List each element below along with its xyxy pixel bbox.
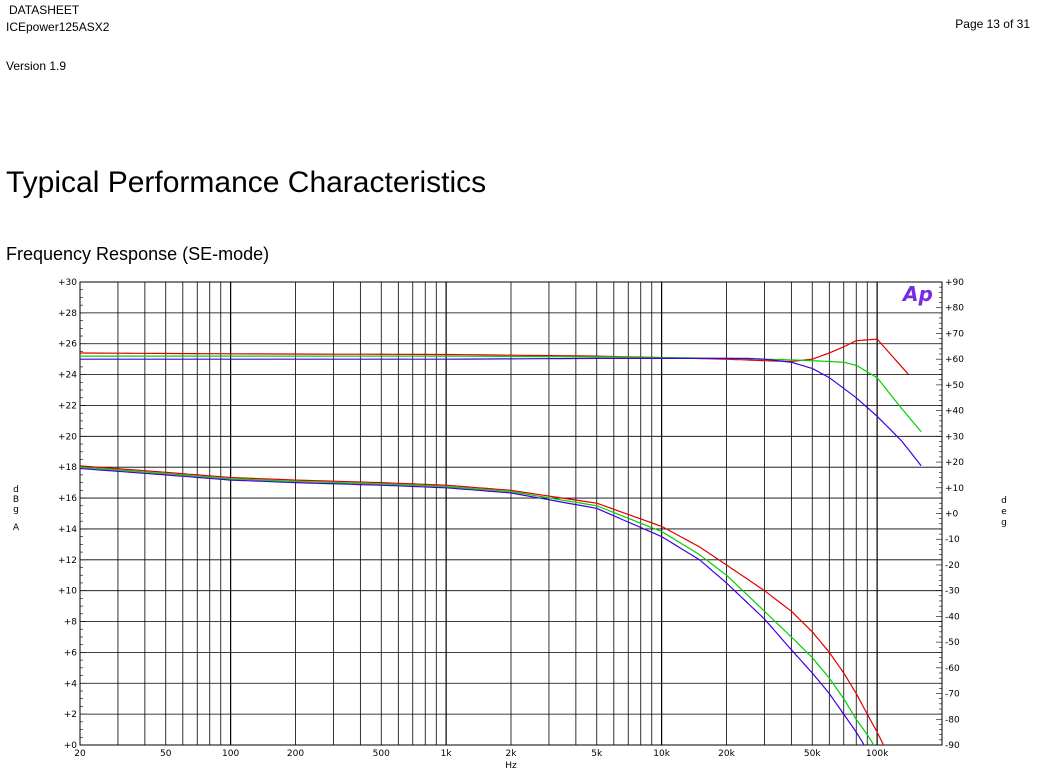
x-tick-label: 100 [222,749,239,759]
series-line-6 [80,467,865,745]
y-axis-label-right: deg [1001,496,1007,528]
section-title: Typical Performance Characteristics [6,166,487,199]
y-left-tick-label: +18 [58,463,77,473]
y-left-tick-label: +12 [58,556,77,566]
y-right-tick-label: +0 [945,510,959,520]
y-right-tick-label: -60 [945,664,960,674]
y-right-tick-labels: +90 +80 +70 +60 +50 +40 +30 +20 +10 +0 -10 -20 -30 -4… [945,278,964,751]
y-axis-label-right-char: e [1001,507,1007,517]
y-left-tick-labels: +0 +2 +4 +6 +8 +10 +12 +14 +16 +18 +20 +22 +24 +26 +28… [58,278,77,751]
x-tick-label: 200 [287,749,304,759]
y-right-tick-label: +80 [945,304,964,314]
y-right-tick-label: -40 [945,612,960,622]
y-right-tick-label: +70 [945,329,964,339]
y-axis-label-right-char: g [1001,518,1007,528]
x-tick-label: 50k [804,749,821,759]
y-left-tick-label: +4 [64,679,78,689]
page-number: Page 13 of 31 [955,17,1030,31]
x-axis-label: Hz [505,761,517,768]
y-axis-label-left-char: A [13,523,20,533]
y-left-tick-label: +28 [58,309,77,319]
series-line-5 [80,466,875,745]
y-right-tick-label: +10 [945,484,964,494]
y-right-tick-label: -90 [945,741,960,751]
y-right-tick-label: +20 [945,458,964,468]
y-left-tick-label: +0 [64,741,78,751]
x-tick-label: 20k [718,749,735,759]
y-left-tick-label: +10 [58,587,77,597]
x-tick-label: 2k [506,749,518,759]
x-tick-label: 500 [373,749,390,759]
series-line-3 [80,357,922,467]
x-tick-label: 20 [74,749,86,759]
y-axis-label-left-char: d [13,485,19,495]
y-right-tick-label: +30 [945,432,964,442]
y-axis-label-left-char: B [13,495,19,505]
y-right-tick-label: -10 [945,535,960,545]
x-tick-label: 50 [160,749,172,759]
y-right-tick-label: -50 [945,638,960,648]
y-left-tick-label: +26 [58,340,77,350]
series-line-4 [80,465,885,745]
product-name: ICEpower125ASX2 [6,20,110,34]
y-right-tick-label: +50 [945,381,964,391]
y-axis-label-right-char: d [1001,496,1007,506]
x-tick-labels: 20 50 100 200 500 1k 2k 5k 10k 20k 50k 100k [74,749,889,759]
version-label: Version 1.9 [6,59,67,73]
y-left-tick-label: +24 [58,371,77,381]
x-tick-label: 5k [591,749,603,759]
y-left-tick-label: +22 [58,401,77,411]
y-right-tick-label: +40 [945,407,964,417]
y-left-tick-label: +6 [64,648,78,658]
y-left-tick-label: +2 [64,710,77,720]
y-right-tick-label: -30 [945,587,960,597]
y-left-tick-label: +30 [58,278,77,288]
y-right-tick-label: -80 [945,715,960,725]
y-left-tick-label: +8 [64,618,78,628]
chart-grid [80,281,942,746]
y-right-tick-label: +60 [945,355,964,365]
y-left-tick-label: +14 [58,525,77,535]
series-line-2 [80,355,922,433]
x-tick-label: 10k [653,749,670,759]
ap-logo: Ap [901,282,933,306]
doc-type: DATASHEET [9,3,80,17]
subsection-title: Frequency Response (SE-mode) [6,244,270,264]
y-left-tick-label: +16 [58,494,77,504]
y-right-tick-label: -70 [945,690,960,700]
x-tick-label: 100k [866,749,889,759]
y-right-tick-label: +90 [945,278,964,288]
y-right-tick-label: -20 [945,561,960,571]
frequency-response-chart: 20 50 100 200 500 1k 2k 5k 10k 20k 50k 100k +0+2+4+… [13,278,1007,768]
y-axis-label-left-char: g [13,505,19,515]
x-tick-label: 1k [441,749,453,759]
chart-series [80,338,922,745]
y-left-tick-label: +20 [58,432,77,442]
plot-frame [79,281,943,746]
